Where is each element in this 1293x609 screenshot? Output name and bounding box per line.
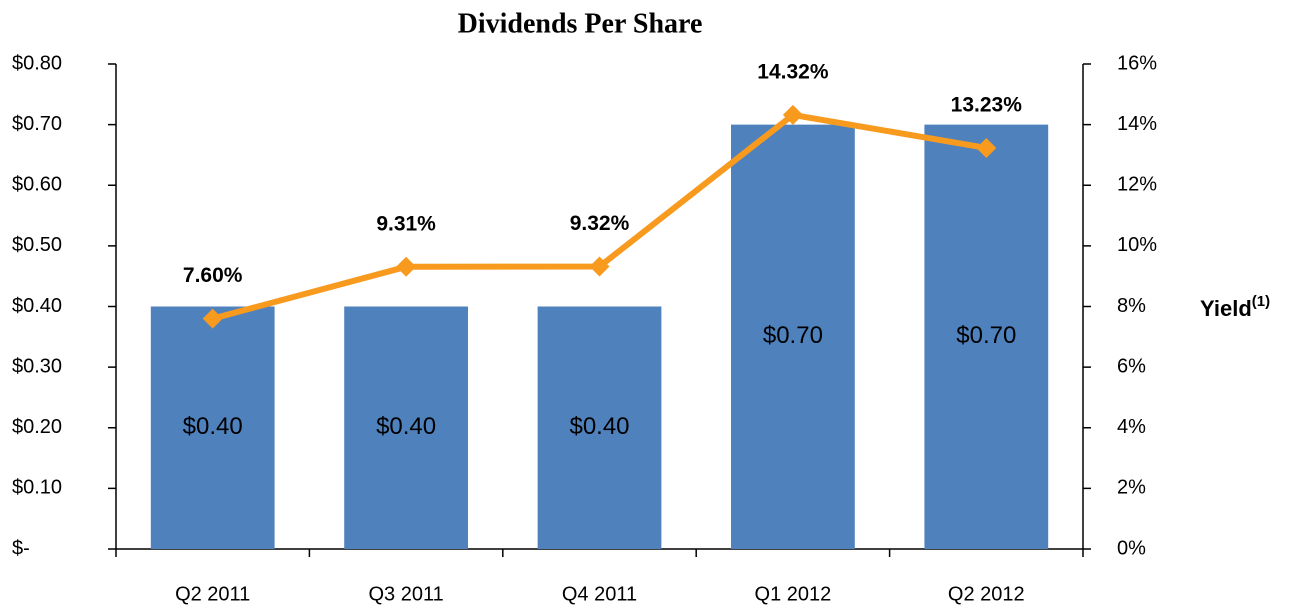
yield-label: 9.32% [570, 212, 630, 235]
x-tick-label: Q1 2012 [755, 583, 832, 605]
bar [537, 306, 662, 549]
yield-marker [202, 308, 223, 329]
y-tick-label: $0.80 [12, 52, 62, 74]
y2-axis-title: Yield(1) [1200, 293, 1270, 321]
y-tick-label: $0.50 [12, 234, 62, 256]
yield-marker [976, 137, 997, 158]
y-tick-label: $0.30 [12, 355, 62, 377]
y2-tick-label: 8% [1117, 295, 1146, 317]
bar [344, 306, 468, 549]
bar-label: $0.40 [569, 413, 629, 440]
bar-label: $0.70 [763, 322, 823, 349]
chart-title: Dividends Per Share [458, 8, 703, 39]
x-tick-label: Q4 2011 [562, 583, 637, 605]
y2-tick-label: 12% [1117, 174, 1157, 196]
bar [924, 124, 1049, 549]
yield-label: 9.31% [376, 212, 436, 235]
y-tick-label: $- [12, 537, 30, 559]
bar-label: $0.40 [183, 413, 243, 440]
y2-tick-label: 10% [1117, 234, 1157, 256]
yield-label: 14.32% [757, 60, 829, 83]
yield-marker [589, 256, 610, 277]
yield-marker [782, 104, 803, 125]
bar [150, 306, 275, 549]
y2-tick-label: 6% [1117, 355, 1146, 377]
y2-tick-label: 4% [1117, 416, 1146, 438]
y2-axis-title-text: Yield [1200, 296, 1252, 321]
bar [731, 124, 855, 549]
y-tick-label: $0.70 [12, 113, 62, 135]
y-tick-label: $0.60 [12, 174, 62, 196]
x-tick-label: Q3 2011 [368, 583, 443, 605]
y-tick-label: $0.10 [12, 477, 62, 499]
bar-label: $0.40 [376, 413, 436, 440]
y2-tick-label: 14% [1117, 113, 1157, 135]
y2-tick-label: 0% [1117, 537, 1146, 559]
y-tick-label: $0.20 [12, 416, 62, 438]
bar-label: $0.70 [956, 322, 1016, 349]
yield-label: 7.60% [183, 264, 243, 287]
y-tick-label: $0.40 [12, 295, 62, 317]
y2-tick-label: 2% [1117, 477, 1146, 499]
yield-marker [396, 256, 417, 277]
x-tick-label: Q2 2012 [948, 583, 1025, 605]
yield-label: 13.23% [951, 94, 1023, 117]
y2-axis-title-superscript: (1) [1252, 293, 1270, 310]
x-tick-label: Q2 2011 [175, 583, 250, 605]
y2-tick-label: 16% [1117, 52, 1157, 74]
